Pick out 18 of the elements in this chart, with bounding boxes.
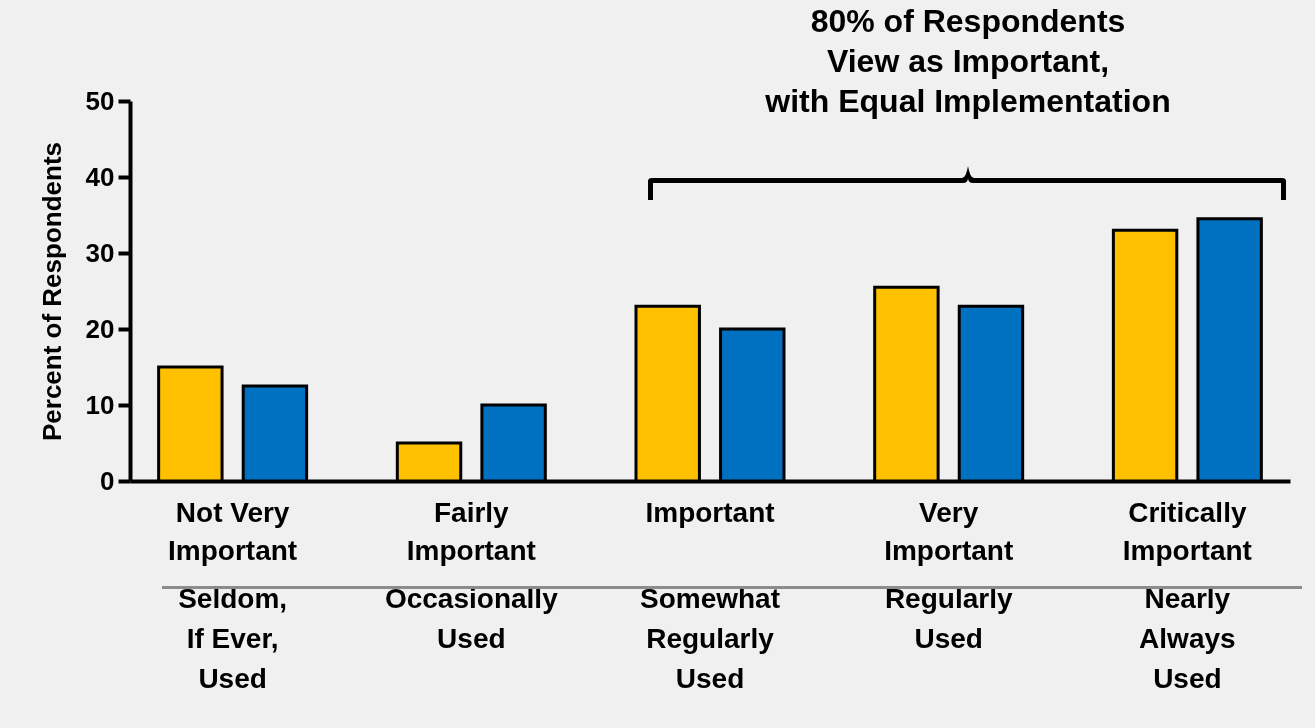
x-tick-label: Fairly Important bbox=[406, 496, 536, 566]
x-tick-label: Critically Important bbox=[1122, 496, 1252, 566]
x-tick-label: Important bbox=[645, 496, 775, 528]
y-tick-label: 30 bbox=[85, 237, 115, 268]
y-axis-title: Percent of Respondents bbox=[36, 141, 67, 442]
x-tick-label: Not Very Important bbox=[168, 496, 298, 566]
y-tick-label: 40 bbox=[85, 161, 115, 192]
y-tick-label: 0 bbox=[100, 465, 115, 496]
annotation: 80% of Respondents View as Important, with Equal Implementation bbox=[764, 3, 1171, 119]
y-tick-label: 10 bbox=[85, 389, 115, 420]
y-tick-label: 20 bbox=[85, 313, 115, 344]
y-tick-label: 50 bbox=[85, 85, 115, 116]
text: Somewhat Regularly Used bbox=[639, 583, 781, 694]
x-tick-label: Very Important bbox=[884, 496, 1014, 566]
text: Occasionally Used bbox=[384, 583, 559, 654]
text: Seldom, If Ever, Used bbox=[178, 583, 288, 694]
text: Regularly Used bbox=[884, 583, 1013, 654]
text: Nearly Always Used bbox=[1139, 583, 1236, 694]
